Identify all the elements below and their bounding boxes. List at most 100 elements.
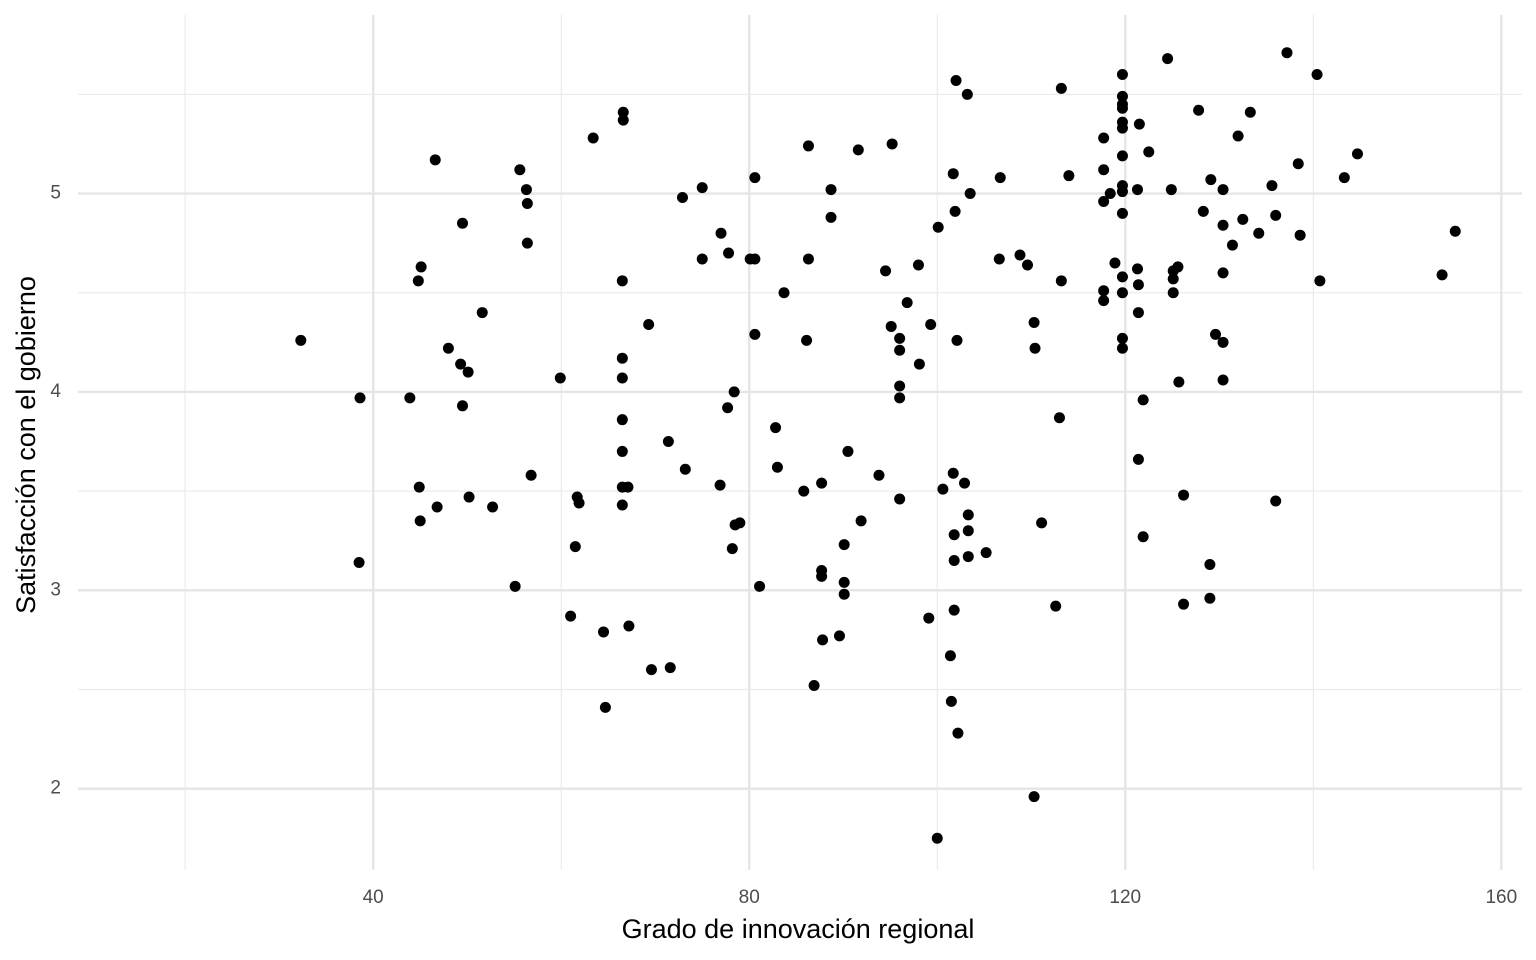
point xyxy=(894,332,906,344)
point xyxy=(1116,69,1128,81)
point xyxy=(1172,261,1184,273)
point xyxy=(948,604,960,616)
point xyxy=(1104,188,1116,200)
point xyxy=(1292,158,1304,170)
point xyxy=(487,501,499,513)
point xyxy=(1314,275,1326,287)
point xyxy=(949,205,961,217)
point xyxy=(1270,209,1282,221)
point xyxy=(573,497,585,509)
point xyxy=(1028,316,1040,328)
point xyxy=(931,832,943,844)
point xyxy=(476,307,488,319)
point xyxy=(959,477,971,489)
point xyxy=(1232,130,1244,142)
point xyxy=(1178,489,1190,501)
points xyxy=(295,47,1461,844)
point xyxy=(1116,90,1128,102)
point xyxy=(554,372,566,384)
point xyxy=(696,182,708,194)
point xyxy=(1137,531,1149,543)
point xyxy=(1226,239,1238,251)
point xyxy=(1029,342,1041,354)
point xyxy=(728,386,740,398)
point xyxy=(1063,170,1075,182)
point xyxy=(1217,374,1229,386)
point xyxy=(1014,249,1026,261)
point xyxy=(1193,104,1205,116)
point xyxy=(1217,267,1229,279)
point xyxy=(734,517,746,529)
point xyxy=(455,358,467,370)
point xyxy=(1162,53,1174,65)
point xyxy=(1217,219,1229,231)
point xyxy=(1197,205,1209,217)
point xyxy=(937,483,949,495)
point xyxy=(825,211,837,223)
point xyxy=(1050,600,1062,612)
point xyxy=(1132,453,1144,465)
point xyxy=(1055,275,1067,287)
point xyxy=(962,509,974,521)
point xyxy=(617,114,629,126)
point xyxy=(825,184,837,196)
point xyxy=(885,320,897,332)
point xyxy=(1131,263,1143,275)
point xyxy=(1178,598,1190,610)
point xyxy=(932,221,944,233)
point xyxy=(873,469,885,481)
point xyxy=(442,342,454,354)
point xyxy=(598,626,610,638)
point xyxy=(1098,285,1110,297)
point xyxy=(816,570,828,582)
point xyxy=(1217,184,1229,196)
point xyxy=(645,664,657,676)
point xyxy=(994,172,1006,184)
x-tick-label: 40 xyxy=(363,887,384,908)
point xyxy=(616,499,628,511)
point xyxy=(1137,394,1149,406)
point xyxy=(662,436,674,448)
point xyxy=(1116,186,1128,198)
point xyxy=(749,172,761,184)
point xyxy=(944,650,956,662)
point xyxy=(1116,150,1128,162)
point xyxy=(295,334,307,346)
point xyxy=(925,318,937,330)
grid xyxy=(78,15,1522,870)
point xyxy=(616,352,628,364)
point xyxy=(1167,273,1179,285)
point xyxy=(525,469,537,481)
point xyxy=(1311,69,1323,81)
point xyxy=(947,467,959,479)
point xyxy=(509,580,521,592)
point xyxy=(1116,122,1128,134)
point xyxy=(749,253,761,265)
point xyxy=(1253,227,1265,239)
point xyxy=(833,630,845,642)
point xyxy=(894,344,906,356)
point xyxy=(429,154,441,166)
point xyxy=(413,481,425,493)
point xyxy=(923,612,935,624)
point xyxy=(950,74,962,86)
point xyxy=(945,695,957,707)
point xyxy=(514,164,526,176)
point xyxy=(1217,336,1229,348)
point xyxy=(1167,287,1179,299)
point xyxy=(1270,495,1282,507)
x-tick-label: 80 xyxy=(739,887,760,908)
point xyxy=(1132,307,1144,319)
point xyxy=(980,547,992,559)
point xyxy=(1131,184,1143,196)
point xyxy=(964,188,976,200)
point xyxy=(894,392,906,404)
point xyxy=(1244,106,1256,118)
point xyxy=(952,727,964,739)
point xyxy=(855,515,867,527)
point xyxy=(1116,207,1128,219)
point xyxy=(901,297,913,309)
y-tick-label: 3 xyxy=(50,579,61,600)
point xyxy=(1116,287,1128,299)
y-axis-title: Satisfacción con el gobierno xyxy=(11,276,41,614)
